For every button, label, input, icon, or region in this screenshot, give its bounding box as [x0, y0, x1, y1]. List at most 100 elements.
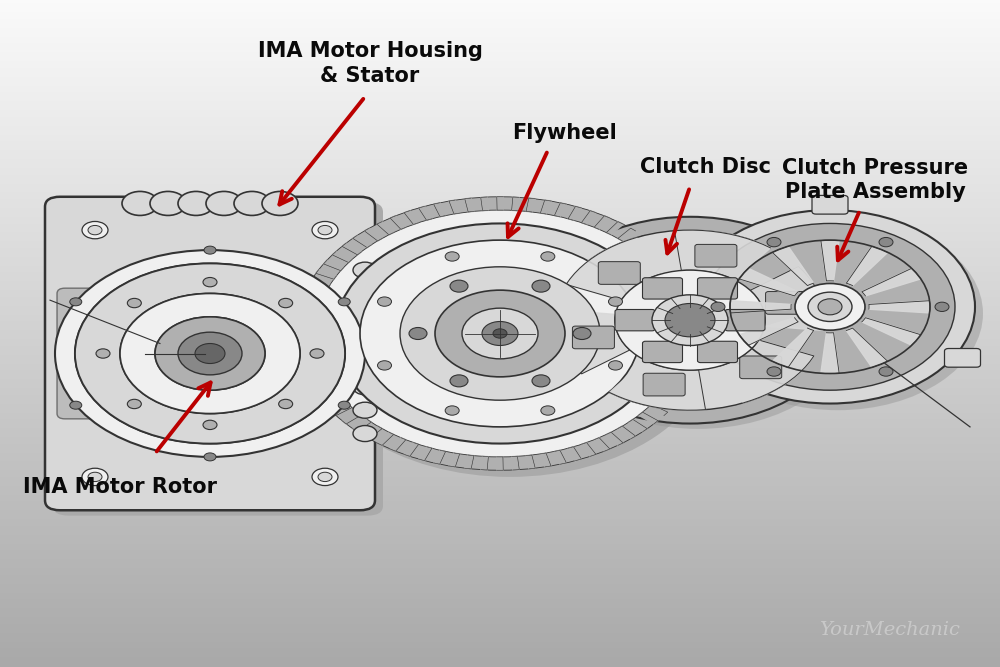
- Bar: [0, 211, 1000, 213]
- Bar: [0, 40, 1000, 42]
- Circle shape: [353, 309, 377, 325]
- FancyBboxPatch shape: [642, 277, 682, 299]
- Polygon shape: [730, 301, 791, 313]
- Bar: [0, 25, 1000, 27]
- Bar: [0, 105, 1000, 107]
- Polygon shape: [606, 432, 623, 446]
- Bar: [0, 572, 1000, 574]
- Circle shape: [310, 349, 324, 358]
- Bar: [0, 118, 1000, 120]
- Bar: [0, 218, 1000, 220]
- Polygon shape: [316, 388, 337, 398]
- Bar: [0, 654, 1000, 656]
- Circle shape: [462, 308, 538, 359]
- Bar: [0, 89, 1000, 91]
- Bar: [0, 69, 1000, 71]
- Bar: [0, 145, 1000, 147]
- Bar: [0, 198, 1000, 200]
- Bar: [0, 594, 1000, 596]
- Bar: [0, 412, 1000, 414]
- Bar: [0, 338, 1000, 340]
- Bar: [0, 253, 1000, 255]
- Bar: [0, 622, 1000, 625]
- Bar: [0, 482, 1000, 485]
- Bar: [0, 231, 1000, 233]
- Bar: [0, 7, 1000, 9]
- Polygon shape: [332, 251, 352, 263]
- Bar: [0, 400, 1000, 402]
- Polygon shape: [772, 246, 814, 285]
- Circle shape: [295, 197, 705, 470]
- Polygon shape: [629, 235, 647, 247]
- Text: Clutch Pressure
Plate Assembly: Clutch Pressure Plate Assembly: [782, 157, 968, 203]
- Bar: [0, 549, 1000, 552]
- Polygon shape: [682, 310, 703, 316]
- Text: YourMechanic: YourMechanic: [819, 622, 960, 639]
- Bar: [0, 173, 1000, 175]
- Bar: [0, 592, 1000, 594]
- Bar: [0, 149, 1000, 151]
- Bar: [0, 78, 1000, 80]
- Bar: [0, 320, 1000, 322]
- Polygon shape: [300, 299, 321, 307]
- Polygon shape: [862, 268, 921, 296]
- Bar: [0, 267, 1000, 269]
- Circle shape: [445, 406, 459, 415]
- Polygon shape: [629, 420, 647, 432]
- Circle shape: [409, 327, 427, 340]
- Bar: [0, 122, 1000, 125]
- Bar: [0, 233, 1000, 235]
- Bar: [0, 240, 1000, 242]
- Bar: [0, 315, 1000, 318]
- Bar: [0, 193, 1000, 195]
- Bar: [0, 516, 1000, 518]
- Circle shape: [450, 280, 468, 292]
- Polygon shape: [300, 360, 321, 368]
- Circle shape: [338, 297, 350, 305]
- Bar: [0, 585, 1000, 587]
- Bar: [0, 135, 1000, 138]
- Bar: [0, 452, 1000, 454]
- Bar: [0, 432, 1000, 434]
- Circle shape: [70, 297, 82, 305]
- Bar: [0, 251, 1000, 253]
- Polygon shape: [512, 197, 519, 211]
- Bar: [0, 47, 1000, 49]
- Polygon shape: [465, 455, 474, 469]
- Circle shape: [450, 375, 468, 387]
- Polygon shape: [581, 211, 596, 225]
- Bar: [0, 492, 1000, 494]
- Circle shape: [70, 401, 82, 409]
- Polygon shape: [332, 404, 352, 416]
- Bar: [0, 271, 1000, 273]
- Polygon shape: [526, 455, 535, 469]
- Bar: [0, 318, 1000, 320]
- Circle shape: [120, 293, 300, 414]
- Bar: [0, 220, 1000, 222]
- Circle shape: [532, 375, 550, 387]
- Polygon shape: [449, 453, 460, 467]
- Circle shape: [535, 217, 845, 424]
- Bar: [0, 191, 1000, 193]
- Bar: [0, 567, 1000, 569]
- Bar: [0, 27, 1000, 29]
- Bar: [0, 62, 1000, 65]
- Polygon shape: [465, 198, 474, 212]
- Bar: [0, 514, 1000, 516]
- Bar: [0, 11, 1000, 13]
- Bar: [0, 125, 1000, 127]
- Bar: [0, 85, 1000, 87]
- Bar: [0, 498, 1000, 500]
- Bar: [0, 207, 1000, 209]
- Bar: [0, 378, 1000, 380]
- Bar: [0, 291, 1000, 293]
- Bar: [0, 485, 1000, 487]
- Polygon shape: [497, 197, 503, 210]
- Polygon shape: [663, 269, 684, 279]
- Bar: [0, 569, 1000, 572]
- Bar: [0, 509, 1000, 512]
- Bar: [0, 35, 1000, 38]
- Bar: [0, 589, 1000, 592]
- Bar: [0, 95, 1000, 98]
- Polygon shape: [594, 438, 610, 451]
